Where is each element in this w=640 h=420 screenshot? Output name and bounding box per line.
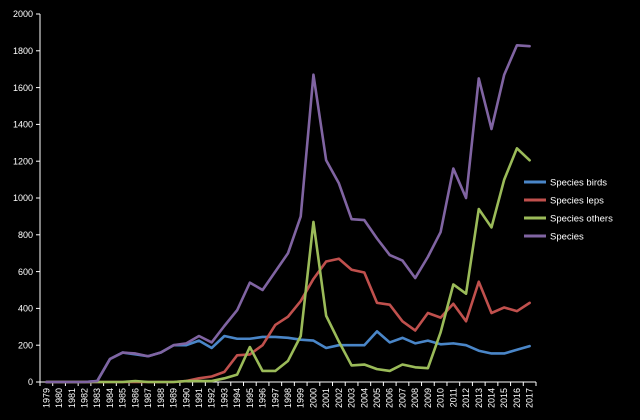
x-tick-label: 1986 (130, 388, 140, 408)
x-tick-label: 1984 (105, 388, 115, 408)
series-line-species-leps (45, 257, 531, 384)
y-tick-label: 200 (18, 340, 33, 350)
legend-item-species-leps: Species leps (524, 196, 604, 207)
y-tick-label: 0 (28, 377, 33, 387)
x-tick-label: 2017 (525, 388, 535, 408)
legend-item-species-birds: Species birds (524, 178, 607, 189)
x-tick-label: 2011 (448, 388, 458, 407)
x-tick-label: 1993 (219, 388, 229, 408)
x-tick-label: 1988 (156, 388, 166, 408)
x-tick-label: 1987 (143, 388, 153, 408)
x-tick-label: 2013 (474, 388, 484, 408)
y-tick-label: 800 (18, 230, 33, 240)
x-tick-label: 2005 (372, 388, 382, 408)
x-tick-label: 1994 (232, 388, 242, 408)
x-tick-label: 1980 (54, 388, 64, 408)
y-tick-label: 1400 (13, 120, 33, 130)
legend: Species birds Species leps Species other… (524, 178, 613, 243)
x-tick-label: 1982 (80, 388, 90, 408)
x-tick-label: 2009 (423, 388, 433, 408)
y-tick-label: 2000 (13, 9, 33, 19)
legend-item-species: Species (524, 232, 584, 243)
x-tick-label: 1999 (296, 388, 306, 408)
x-tick-label: 1996 (258, 388, 268, 408)
x-tick-label: 2003 (347, 388, 357, 408)
y-axis: 0 200 400 600 800 1000 1200 1400 1600 1800 2000 (13, 9, 41, 387)
x-tick-label: 2007 (397, 388, 407, 408)
x-tick-label: 1983 (92, 388, 102, 408)
y-tick-label: 1800 (13, 46, 33, 56)
series-lines (45, 43, 531, 384)
x-tick-label: 2016 (512, 388, 522, 408)
legend-label-species-others: Species others (550, 214, 613, 225)
x-tick-label: 2000 (308, 388, 318, 408)
legend-item-species-others: Species others (524, 214, 613, 225)
x-tick-label: 2008 (410, 388, 420, 408)
legend-label-species: Species (550, 232, 584, 243)
series-line-species-others (45, 147, 531, 384)
x-tick-label: 1989 (169, 388, 179, 408)
x-tick-label: 1979 (41, 388, 51, 408)
x-tick-label: 2015 (499, 388, 509, 408)
x-tick-label: 1997 (270, 388, 280, 408)
y-tick-label: 400 (18, 304, 33, 314)
x-tick-label: 1981 (67, 388, 77, 408)
x-tick-label: 1992 (207, 388, 217, 408)
x-axis: 1979 1980 1981 1982 1983 1984 1985 1986 1987 1988… (39, 381, 537, 408)
y-tick-label: 1600 (13, 83, 33, 93)
x-tick-label: 2012 (461, 388, 471, 408)
x-tick-label: 2006 (385, 388, 395, 408)
x-tick-label: 1995 (245, 388, 255, 408)
x-tick-label: 2010 (436, 388, 446, 408)
legend-label-species-leps: Species leps (550, 196, 604, 207)
x-tick-label: 1985 (118, 388, 128, 408)
x-tick-label: 2004 (359, 388, 369, 408)
y-tick-label: 1000 (13, 193, 33, 203)
series-line-species (45, 43, 531, 384)
x-tick-label: 1990 (181, 388, 191, 408)
y-tick-label: 1200 (13, 156, 33, 166)
x-tick-label: 1991 (194, 388, 204, 408)
legend-label-species-birds: Species birds (550, 178, 607, 189)
x-tick-label: 2014 (486, 388, 496, 408)
x-tick-label: 2001 (321, 388, 331, 408)
series-line-species-birds (45, 330, 531, 384)
y-tick-label: 600 (18, 267, 33, 277)
x-tick-label: 2002 (334, 388, 344, 408)
x-tick-label: 1998 (283, 388, 293, 408)
